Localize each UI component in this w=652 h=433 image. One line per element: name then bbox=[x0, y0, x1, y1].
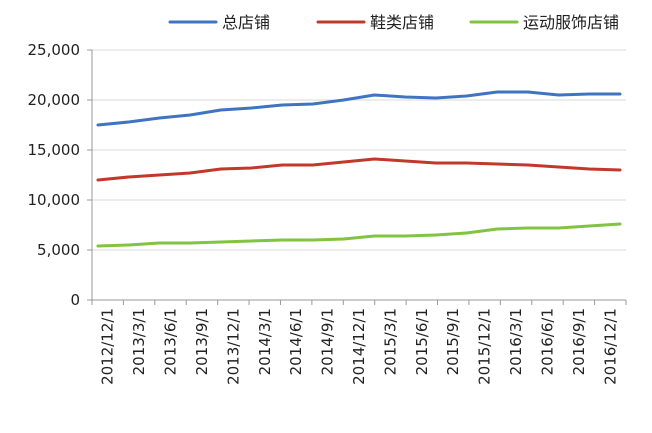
x-tick-label-8: 2014/12/1 bbox=[350, 308, 368, 385]
y-tick-label-2: 10,000 bbox=[28, 191, 81, 209]
x-tick-label-7: 2014/9/1 bbox=[319, 308, 337, 375]
y-tick-label-0: 0 bbox=[70, 291, 80, 309]
x-tick-label-5: 2014/3/1 bbox=[256, 308, 274, 375]
x-tick-label-14: 2016/6/1 bbox=[538, 308, 556, 375]
legend-label-1: 鞋类店铺 bbox=[370, 13, 434, 32]
y-axis-tick-labels: 0 5,000 10,000 15,000 20,000 25,000 bbox=[28, 41, 81, 309]
x-tick-label-0: 2012/12/1 bbox=[99, 308, 117, 385]
x-tick-label-2: 2013/6/1 bbox=[162, 308, 180, 375]
x-tick-label-3: 2013/9/1 bbox=[193, 308, 211, 375]
x-tick-label-16: 2016/12/1 bbox=[601, 308, 619, 385]
legend-label-0: 总店铺 bbox=[222, 13, 270, 32]
x-tick-label-12: 2015/12/1 bbox=[476, 308, 494, 385]
x-tick-label-10: 2015/6/1 bbox=[413, 308, 431, 375]
legend-label-2: 运动服饰店铺 bbox=[523, 13, 619, 32]
x-tick-label-9: 2015/3/1 bbox=[381, 308, 399, 375]
series-line-2 bbox=[96, 222, 622, 248]
x-tick-label-6: 2014/6/1 bbox=[287, 308, 305, 375]
grid-lines bbox=[92, 49, 626, 251]
axes bbox=[87, 49, 627, 305]
x-tick-label-4: 2013/12/1 bbox=[224, 308, 242, 385]
y-tick-label-5: 25,000 bbox=[28, 41, 81, 59]
legend: 总店铺 鞋类店铺 运动服饰店铺 bbox=[168, 13, 619, 32]
series-line-0 bbox=[96, 90, 622, 127]
y-tick-label-3: 15,000 bbox=[28, 141, 81, 159]
y-tick-label-4: 20,000 bbox=[28, 91, 81, 109]
x-axis-tick-labels: 2012/12/1 2013/3/1 2013/6/1 2013/9/1 2013/12… bbox=[99, 308, 620, 385]
x-tick-label-11: 2015/9/1 bbox=[444, 308, 462, 375]
x-tick-label-1: 2013/3/1 bbox=[130, 308, 148, 375]
x-tick-label-15: 2016/9/1 bbox=[570, 308, 588, 375]
x-tick-label-13: 2016/3/1 bbox=[507, 308, 525, 375]
series-lines bbox=[96, 90, 622, 248]
y-tick-label-1: 5,000 bbox=[37, 241, 80, 259]
series-line-1 bbox=[96, 157, 622, 182]
